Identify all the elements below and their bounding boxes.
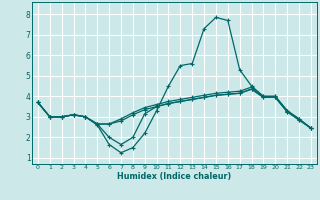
X-axis label: Humidex (Indice chaleur): Humidex (Indice chaleur) xyxy=(117,172,232,181)
